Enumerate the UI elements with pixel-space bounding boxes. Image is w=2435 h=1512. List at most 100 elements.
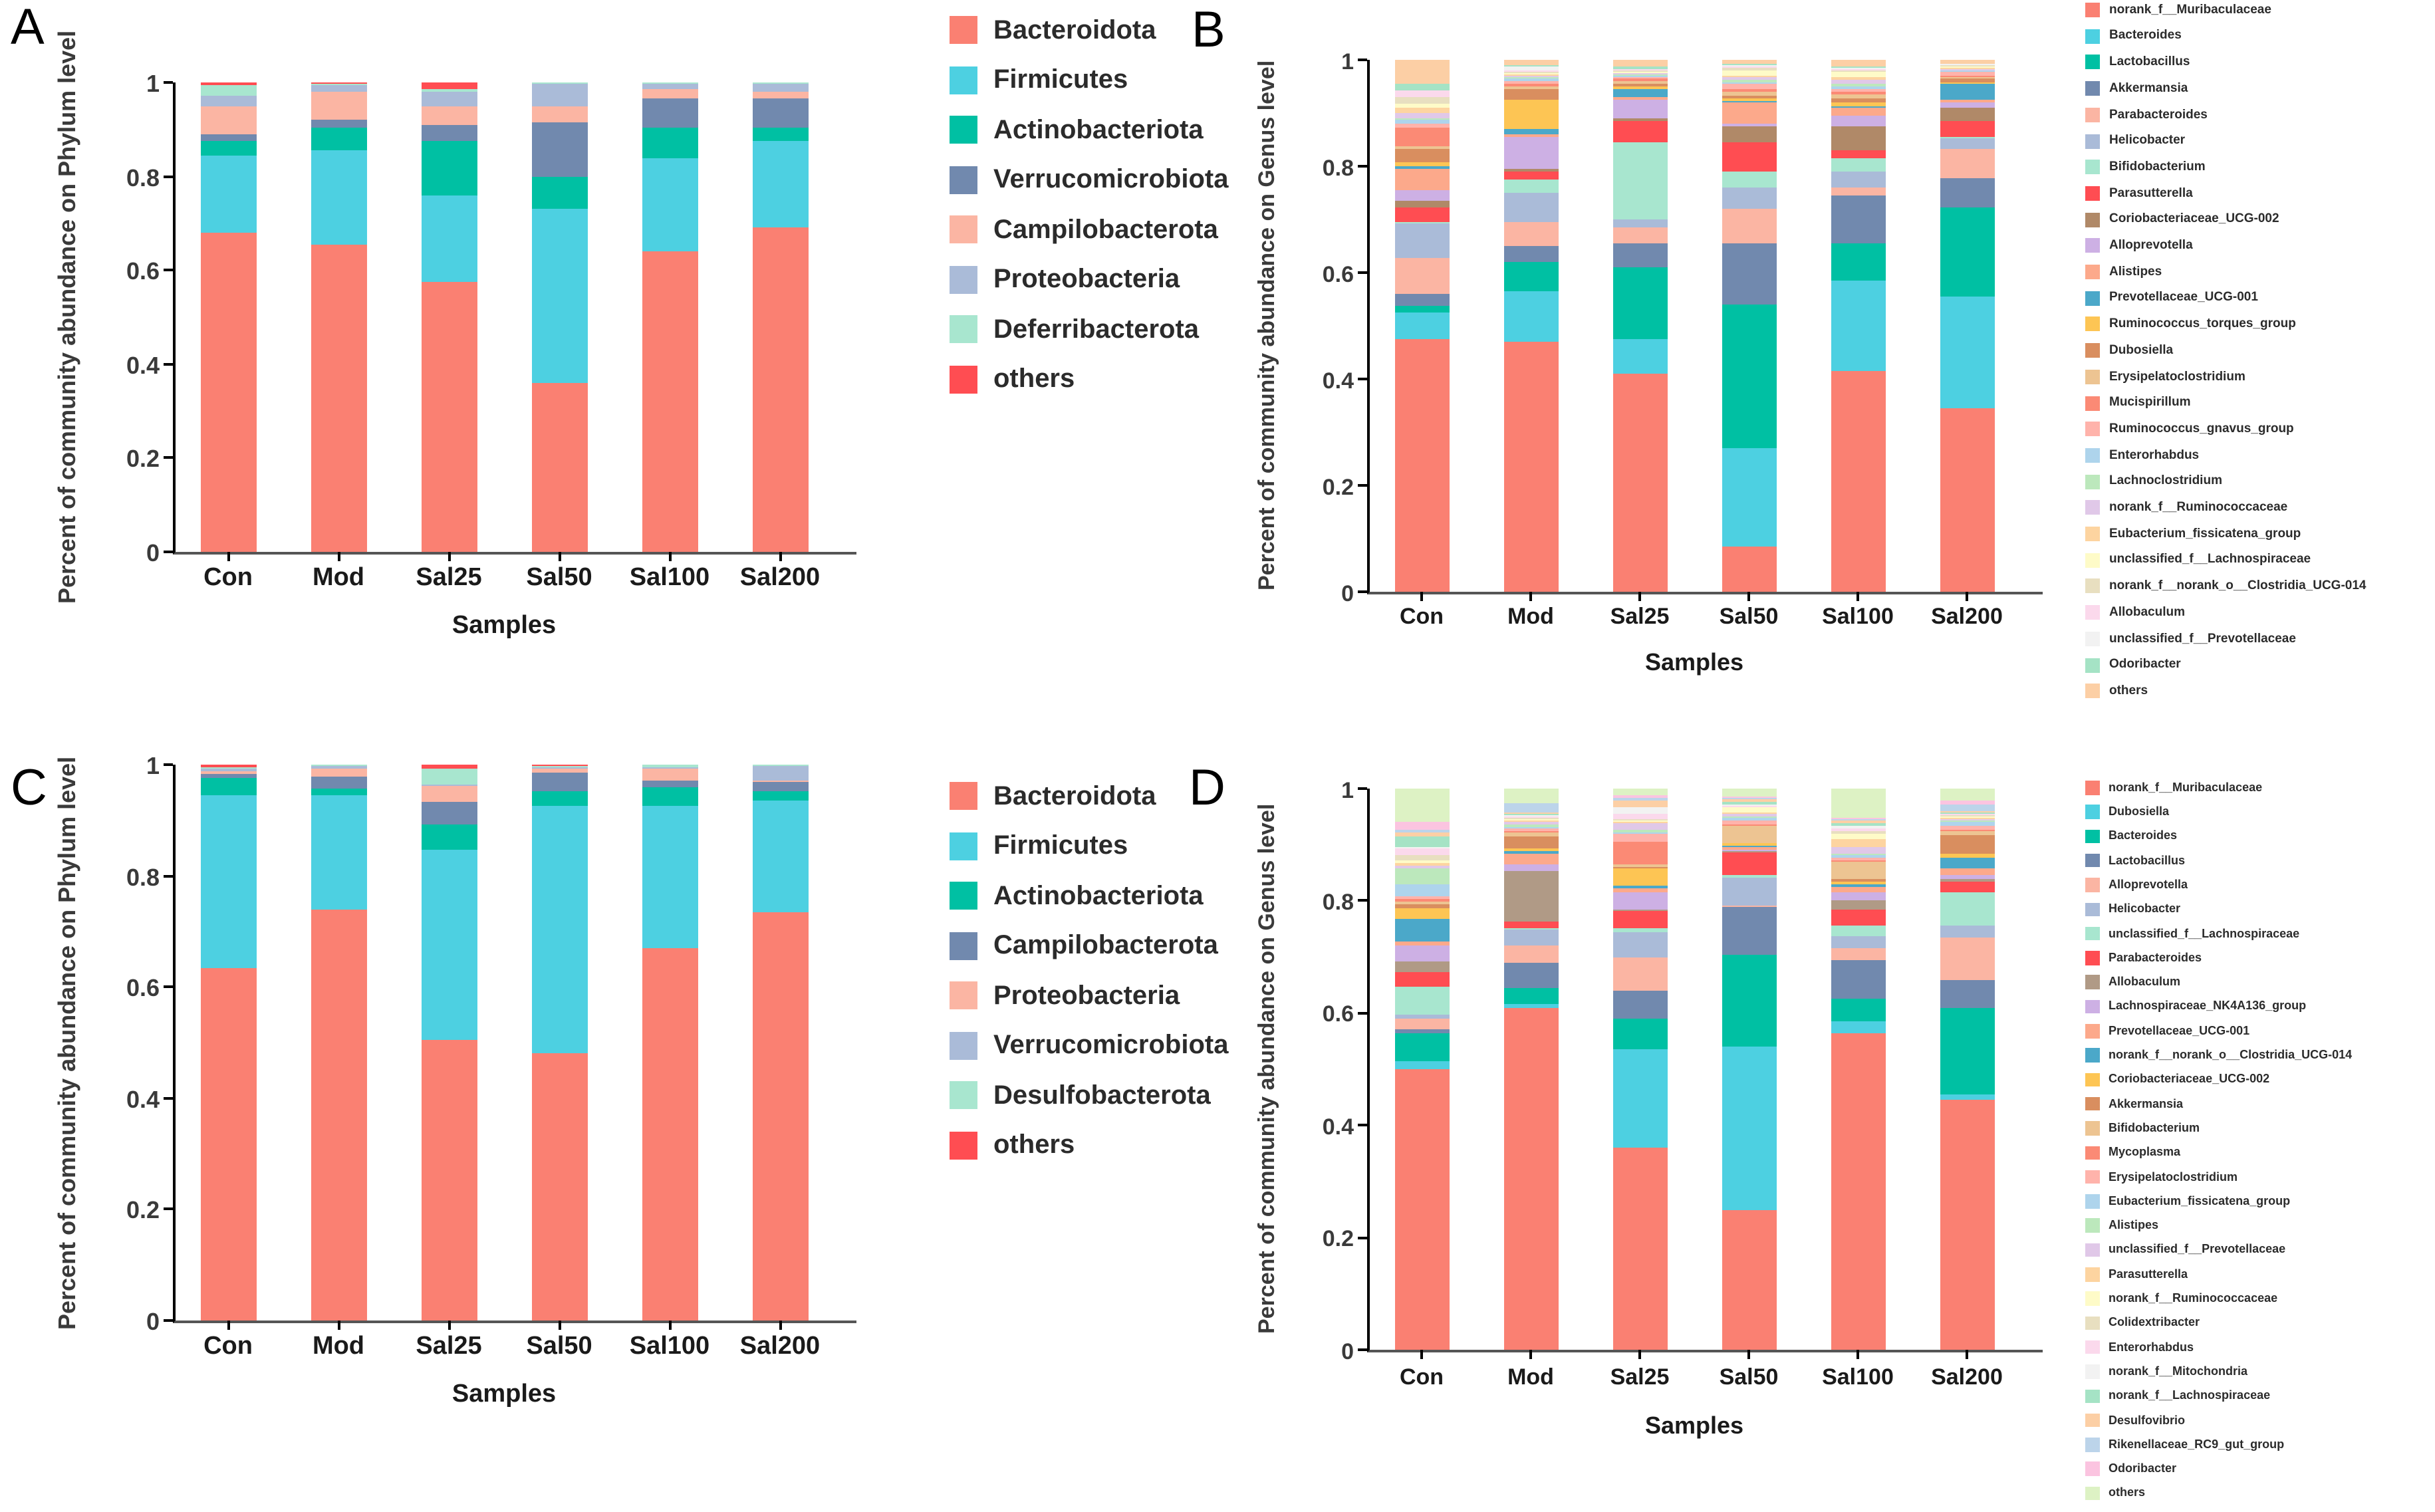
legend-item-Enterorhabdus: Enterorhabdus xyxy=(2085,1340,2194,1354)
bar-segment-unclassified_f__Prevotellaceae xyxy=(1831,847,1885,854)
bar-segment-unclassified_f__Lachnospiraceae xyxy=(1503,928,1558,930)
legend-swatch xyxy=(2085,447,2100,463)
x-tick-label-Sal200: Sal200 xyxy=(739,1332,821,1360)
y-tick-mark xyxy=(1358,271,1367,274)
bar-segment-Desulfobacterota xyxy=(642,765,698,767)
x-tick-mark xyxy=(1420,592,1423,601)
bar-segment-Verrucomicrobiota xyxy=(531,767,587,769)
stacked-bar-Sal200 xyxy=(1940,789,1994,1350)
bar-segment-Dubosiella xyxy=(1831,98,1885,103)
bar-segment-Mycoplasma xyxy=(1612,842,1667,865)
bar-segment-Lachnospiraceae_NK4A136_group xyxy=(1612,892,1667,910)
y-tick-label: 0 xyxy=(146,540,160,567)
bar-segment-Prevotellaceae_UCG-001 xyxy=(1722,846,1776,850)
legend-label: Coriobacteriaceae_UCG-002 xyxy=(2109,211,2279,227)
legend-item-norank_f__Ruminococcaceae: norank_f__Ruminococcaceae xyxy=(2085,500,2287,515)
legend-item-Eubacterium_fissicatena_group: Eubacterium_fissicatena_group xyxy=(2085,527,2301,541)
x-tick-mark xyxy=(558,1321,561,1330)
x-tick-label-Sal25: Sal25 xyxy=(1610,1364,1670,1390)
x-tick-label-Sal50: Sal50 xyxy=(1719,1364,1779,1390)
bar-segment-Enterorhabdus xyxy=(1612,76,1667,77)
legend-item-Campilobacterota: Campilobacterota xyxy=(950,215,1218,243)
bar-segment-Mycoplasma xyxy=(1831,860,1885,862)
x-tick-label-Mod: Mod xyxy=(312,1332,365,1360)
bar-segment-Lachnoclostridium xyxy=(1722,80,1776,82)
stacked-bar-Con xyxy=(1394,789,1449,1350)
legend-item-others: others xyxy=(2085,1486,2145,1501)
y-tick-label: 1 xyxy=(1341,777,1354,803)
legend-label: Erysipelatoclostridium xyxy=(2109,369,2245,384)
bar-segment-Akkermansia xyxy=(1394,904,1449,908)
bar-segment-Parabacteroides xyxy=(1940,881,1994,893)
legend-label: Colidextribacter xyxy=(2109,1315,2200,1329)
legend-swatch xyxy=(2085,1170,2099,1184)
bar-segment-Bacteroides xyxy=(1612,1019,1667,1050)
bar-segment-norank_f__Muribaculaceae xyxy=(1831,371,1885,592)
bar-segment-Ruminococcus_gnavus_group xyxy=(1722,84,1776,90)
bar-segment-Bacteroides xyxy=(1940,297,1994,408)
bar-segment-norank_f__Mitochondria xyxy=(1831,825,1885,829)
y-tick-label: 0.4 xyxy=(1322,368,1354,393)
bar-segment-Actinobacteriota xyxy=(752,127,808,142)
bar-segment-Alloprevotella xyxy=(1394,1019,1449,1030)
bar-segment-Bifidobacterium xyxy=(1831,158,1885,172)
bar-segment-Dubosiella xyxy=(1940,78,1994,83)
legend-label: Desulfovibrio xyxy=(2109,1413,2186,1427)
bar-segment-Helicobacter xyxy=(1940,138,1994,150)
legend-item-Enterorhabdus: Enterorhabdus xyxy=(2085,447,2199,463)
x-axis-title: Samples xyxy=(451,612,557,640)
legend-label: Bacteroides xyxy=(2109,828,2178,842)
bar-segment-Prevotellaceae_UCG-001 xyxy=(1503,854,1558,865)
legend-item-Bacteroides: Bacteroides xyxy=(2085,828,2178,844)
bar-segment-Enterorhabdus xyxy=(1940,70,1994,72)
x-tick-mark xyxy=(1857,592,1859,601)
bar-segment-Coriobacteriaceae_UCG-002 xyxy=(1722,843,1776,846)
stacked-bar-Sal100 xyxy=(642,765,698,1321)
bar-segment-Lachnoclostridium xyxy=(1612,74,1667,76)
legend-item-Coriobacteriaceae_UCG-002: Coriobacteriaceae_UCG-002 xyxy=(2085,212,2279,227)
legend-item-Alistipes: Alistipes xyxy=(2085,265,2162,279)
bar-segment-Proteobacteria xyxy=(531,83,587,106)
legend-label: Parabacteroides xyxy=(2109,950,2202,964)
bar-segment-Verrucomicrobiota xyxy=(311,765,366,769)
legend-item-Lactobacillus: Lactobacillus xyxy=(2085,853,2185,868)
legend-item-unclassified_f__Prevotellaceae: unclassified_f__Prevotellaceae xyxy=(2085,1243,2285,1257)
y-tick-mark xyxy=(1358,378,1367,380)
bar-segment-Helicobacter xyxy=(1831,936,1885,949)
bar-segment-Deferribacterota xyxy=(752,82,808,84)
stacked-bar-Sal25 xyxy=(1612,789,1667,1350)
bar-segment-Colidextribacter xyxy=(1831,831,1885,834)
legend-label: Dubosiella xyxy=(2109,342,2174,358)
bar-segment-Alloprevotella xyxy=(1503,945,1558,963)
legend-label: Eubacterium_fissicatena_group xyxy=(2109,526,2301,541)
bar-segment-Alloprevotella xyxy=(1394,190,1449,201)
legend-item-Allobaculum: Allobaculum xyxy=(2085,605,2185,620)
legend-label: Coriobacteriaceae_UCG-002 xyxy=(2109,1072,2270,1086)
x-tick-mark xyxy=(337,552,340,561)
bar-segment-Campilobacterota xyxy=(200,106,256,134)
bar-segment-Bacteroidota xyxy=(421,282,477,552)
bar-segment-Odoribacter xyxy=(1503,64,1558,66)
bar-segment-Campilobacterota xyxy=(752,782,808,791)
legend-label: Dubosiella xyxy=(2109,805,2170,819)
legend-swatch xyxy=(2085,1146,2099,1160)
bar-segment-Erysipelatoclostridium xyxy=(1831,857,1885,861)
bar-segment-Parabacteroides xyxy=(1394,258,1449,295)
legend-item-others: others xyxy=(950,365,1075,393)
y-tick-mark xyxy=(164,362,173,366)
legend-item-Mycoplasma: Mycoplasma xyxy=(2085,1146,2180,1160)
bar-segment-norank_f__Ruminococcaceae xyxy=(1503,75,1558,77)
x-tick-mark xyxy=(1529,1350,1532,1359)
bar-segment-Akkermansia xyxy=(1831,195,1885,243)
bar-segment-Alistipes xyxy=(1831,853,1885,856)
bar-segment-Akkermansia xyxy=(1612,243,1667,267)
bar-segment-Bifidobacterium xyxy=(1612,142,1667,219)
bar-segment-norank_f__Muribaculaceae xyxy=(1394,339,1449,592)
bar-segment-norank_f__Muribaculaceae xyxy=(1940,408,1994,592)
bar-segment-Akkermansia xyxy=(1831,878,1885,882)
bar-segment-norank_f__Ruminococcaceae xyxy=(1940,817,1994,818)
legend-label: Bacteroidota xyxy=(993,781,1156,811)
bar-segment-Lactobacillus xyxy=(1394,1029,1449,1033)
bar-segment-Bacteroidota xyxy=(752,912,808,1321)
bar-segment-Parabacteroides xyxy=(1831,909,1885,926)
